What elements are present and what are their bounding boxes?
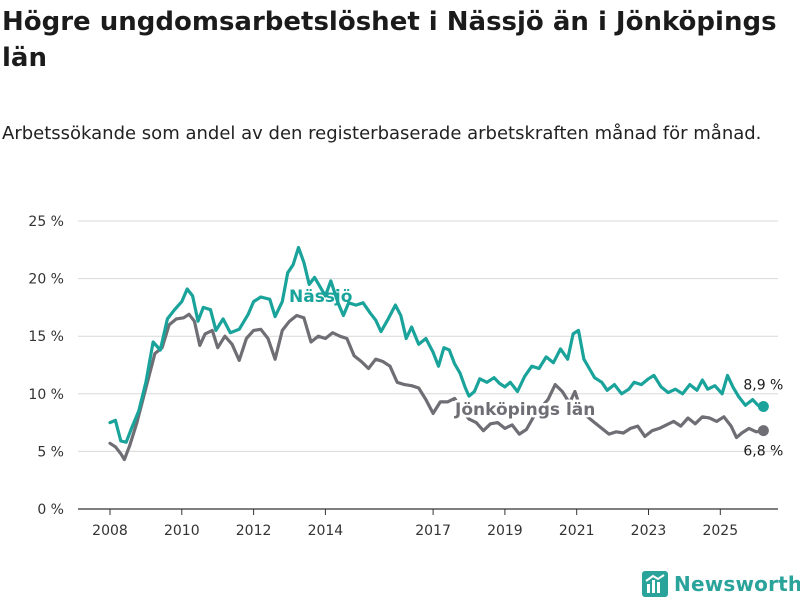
x-tick-label: 2017 — [415, 523, 451, 539]
series-line-nassjo — [108, 245, 765, 444]
brand-name: Newsworthy — [674, 572, 800, 596]
x-tick-label: 2010 — [164, 523, 200, 539]
series-end-point-nassjo — [757, 400, 769, 412]
newsworthy-logo-icon — [642, 571, 668, 597]
y-tick-label: 0 % — [37, 502, 64, 518]
x-tick-label: 2021 — [559, 523, 595, 539]
x-tick-label: 2025 — [702, 523, 738, 539]
series-end-point-jonkopings-lan — [757, 425, 769, 437]
y-tick-label: 5 % — [37, 444, 64, 460]
series-label-nassjo: Nässjö — [289, 287, 352, 307]
series-label-jonkopings-lan: Jönköpings län — [454, 400, 595, 420]
y-tick-label: 10 % — [28, 387, 64, 403]
end-label-jonkopings-lan: 6,8 % — [743, 444, 783, 460]
x-tick-label: 2023 — [631, 523, 667, 539]
x-tick-label: 2008 — [92, 523, 128, 539]
y-tick-label: 15 % — [28, 329, 64, 345]
grid-lines — [78, 220, 778, 510]
series-line-jonkopings-lan — [108, 312, 765, 462]
end-label-nassjo: 8,9 % — [743, 377, 783, 393]
y-tick-label: 20 % — [28, 272, 64, 288]
y-tick-label: 25 % — [28, 214, 64, 230]
x-tick-label: 2014 — [308, 523, 344, 539]
x-tick-label: 2012 — [236, 523, 272, 539]
chart-subtitle: Arbetssökande som andel av den registerb… — [2, 123, 762, 144]
brand-logo: Newsworthy — [642, 568, 800, 600]
label-layer: Nässjö Jönköpings län 8,9 % 6,8 % — [289, 287, 783, 460]
y-axis: 0 % 5 % 10 % 15 % 20 % 25 % — [28, 214, 64, 518]
x-tick-label: 2019 — [487, 523, 523, 539]
chart-title: Högre ungdomsarbetslöshet i Nässjö än i … — [2, 7, 777, 73]
x-axis: 2008 2010 2012 2014 2017 2019 2021 2023 2025 — [92, 509, 738, 539]
series-layer — [108, 245, 769, 462]
